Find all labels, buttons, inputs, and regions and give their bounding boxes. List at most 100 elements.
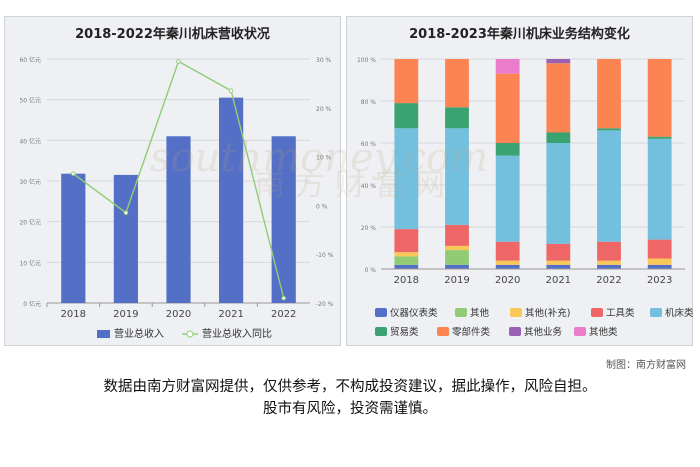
stacked-bar-segment	[597, 128, 621, 131]
legend-label: 其他业务	[524, 326, 563, 338]
y-axis-tick: 80 %	[361, 99, 377, 106]
legend-label: 其他(补充)	[525, 307, 570, 319]
x-axis-label: 2020	[166, 309, 191, 320]
legend-swatch	[455, 308, 467, 317]
y-axis-left-tick: 10 亿元	[19, 259, 41, 267]
stacked-bar-segment	[445, 264, 469, 269]
revenue-bar	[271, 136, 296, 303]
stacked-bar-segment	[445, 107, 469, 129]
legend-swatch	[650, 308, 662, 317]
disclaimer: 数据由南方财富网提供，仅供参考，不构成投资建议，据此操作，风险自担。 股市有风险…	[0, 376, 700, 420]
y-axis-right-tick: -20 %	[316, 301, 334, 308]
stacked-bar-segment	[394, 256, 419, 265]
legend-label: 其他类	[589, 326, 618, 338]
legend-swatch	[375, 327, 387, 336]
chart-credit: 制图：南方财富网	[606, 360, 686, 371]
y-axis-left-tick: 50 亿元	[19, 97, 41, 105]
revenue-bar	[219, 97, 244, 303]
stacked-bar-segment	[445, 250, 469, 265]
legend-label: 零部件类	[452, 326, 491, 338]
y-axis-tick: 0 %	[365, 267, 377, 274]
legend-label-yoy: 营业总收入同比	[202, 327, 272, 340]
stacked-bar-segment	[597, 130, 621, 242]
stacked-bar-segment	[394, 59, 419, 104]
stacked-bar-segment	[597, 59, 621, 129]
legend-label-revenue: 营业总收入	[114, 327, 164, 340]
x-axis-label: 2019	[444, 275, 469, 286]
yoy-point	[281, 295, 287, 301]
stacked-bar-segment	[546, 260, 571, 265]
structure-chart-title: 2018-2023年秦川机床业务结构变化	[409, 27, 630, 42]
yoy-point	[176, 59, 181, 64]
structure-chart-svg: 0 % 20 % 40 % 60 % 80 % 100 % 2018 2019 2020 2021…	[357, 57, 694, 338]
stacked-bar-segment	[445, 224, 469, 246]
disclaimer-line-2: 股市有风险，投资需谨慎。	[263, 401, 437, 417]
legend-label: 仪器仪表类	[390, 307, 438, 319]
stacked-bar-segment	[546, 132, 571, 143]
x-axis-label: 2019	[113, 309, 138, 320]
stacked-bar-segment	[546, 59, 571, 64]
revenue-bar	[61, 173, 86, 303]
stacked-bar-segment	[495, 73, 520, 143]
x-axis-label: 2018	[394, 275, 419, 286]
legend-swatch	[375, 308, 387, 317]
stacked-bar-segment	[647, 258, 672, 265]
x-axis-label: 2021	[218, 309, 243, 320]
stacked-bar-segment	[597, 241, 621, 261]
stacked-bar-segment	[445, 245, 469, 251]
legend-swatch	[437, 327, 449, 336]
legend-label: 其他	[470, 307, 490, 319]
revenue-chart-title: 2018-2022年秦川机床营收状况	[75, 27, 270, 42]
y-axis-left-tick: 20 亿元	[19, 219, 41, 227]
y-axis-right-tick: 10 %	[316, 155, 332, 162]
legend-swatch	[574, 327, 586, 336]
yoy-point	[228, 88, 234, 94]
y-axis-right-tick: 30 %	[316, 57, 332, 64]
revenue-chart-panel: 2018-2022年秦川机床营收状况 0 亿元 10 亿元 20 亿元 30 亿元 40…	[4, 16, 341, 346]
stacked-bar-segment	[546, 264, 571, 269]
x-axis-label: 2021	[546, 275, 571, 286]
stacked-bar-segment	[495, 264, 520, 269]
legend-swatch	[509, 327, 521, 336]
stacked-bar-segment	[597, 264, 621, 269]
revenue-chart-svg: 0 亿元 10 亿元 20 亿元 30 亿元 40 亿元 50 亿元 60 亿元 -20 % -…	[19, 56, 334, 340]
stacked-bar-segment	[546, 243, 571, 261]
revenue-bar	[166, 136, 191, 303]
revenue-bar	[113, 174, 138, 303]
y-axis-right-tick: 0 %	[316, 203, 328, 210]
stacked-bar-segment	[597, 260, 621, 265]
stacked-bar-segment	[546, 143, 571, 244]
structure-chart-panel: 2018-2023年秦川机床业务结构变化 0 % 20 % 40 % 60 % 80 %…	[346, 16, 694, 346]
stacked-bar-segment	[445, 128, 469, 225]
stacked-bar-segment	[394, 264, 419, 269]
yoy-point	[71, 171, 76, 176]
y-axis-right-tick: 20 %	[316, 106, 332, 113]
x-axis-label: 2022	[596, 275, 621, 286]
y-axis-left-tick: 0 亿元	[23, 300, 41, 308]
x-axis-label: 2020	[495, 275, 520, 286]
y-axis-left-tick: 60 亿元	[19, 56, 41, 64]
stacked-bar-segment	[394, 252, 419, 257]
stacked-bar-segment	[394, 229, 419, 253]
stacked-bar-segment	[647, 59, 672, 137]
legend-label: 贸易类	[390, 326, 419, 338]
stacked-bar-segment	[647, 136, 672, 139]
x-axis-label: 2018	[61, 309, 86, 320]
y-axis-left-tick: 30 亿元	[19, 178, 41, 186]
stacked-bar-segment	[647, 138, 672, 240]
stacked-bar-segment	[647, 264, 672, 269]
stacked-bar-segment	[495, 155, 520, 242]
legend-swatch	[591, 308, 603, 317]
stacked-bar-segment	[495, 59, 520, 74]
y-axis-tick: 20 %	[361, 225, 377, 232]
legend-label: 机床类	[665, 307, 694, 319]
stacked-bar-segment	[394, 128, 419, 230]
legend-label: 工具类	[606, 307, 635, 319]
y-axis-right-tick: -10 %	[316, 252, 334, 259]
y-axis-left-tick: 40 亿元	[19, 137, 41, 145]
legend-swatch	[510, 308, 522, 317]
stacked-bar-segment	[647, 239, 672, 259]
y-axis-tick: 40 %	[361, 183, 377, 190]
stacked-bar-segment	[445, 59, 469, 108]
y-axis-tick: 60 %	[361, 141, 377, 148]
